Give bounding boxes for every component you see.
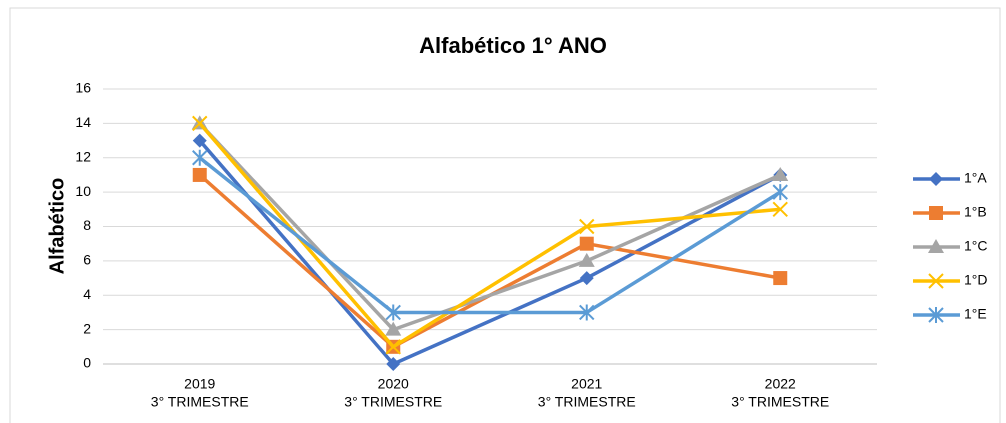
marker (578, 252, 595, 267)
x-tick-label: 2022 (765, 376, 796, 392)
marker (772, 166, 789, 181)
marker (928, 273, 944, 289)
x-tick-label: 2020 (378, 376, 409, 392)
y-axis-label: Alfabético (46, 178, 68, 275)
marker (928, 239, 944, 253)
x-tick-label: 3° TRIMESTRE (344, 394, 442, 410)
marker (579, 218, 595, 235)
marker (928, 307, 944, 323)
y-tick-label: 12 (75, 148, 91, 164)
marker (192, 149, 208, 166)
x-tick-label: 3° TRIMESTRE (731, 394, 829, 410)
series-line (198, 156, 782, 315)
marker (386, 357, 401, 371)
marker (929, 206, 943, 220)
legend-label: 1°C (964, 238, 988, 254)
y-tick-label: 6 (83, 252, 91, 268)
y-tick-label: 8 (83, 217, 91, 233)
legend-label: 1°D (964, 272, 988, 288)
marker (579, 304, 595, 321)
x-tick-label: 3° TRIMESTRE (538, 394, 636, 410)
y-tick-label: 14 (75, 114, 91, 130)
marker (192, 167, 207, 182)
y-tick-label: 10 (75, 183, 91, 199)
marker (192, 115, 208, 132)
y-tick-label: 16 (75, 80, 91, 96)
x-tick-label: 3° TRIMESTRE (151, 394, 249, 410)
marker (192, 133, 207, 148)
marker (385, 321, 402, 336)
marker (772, 184, 788, 201)
marker (579, 271, 594, 286)
marker (385, 304, 401, 321)
legend-label: 1°E (964, 306, 987, 322)
x-tick-label: 2019 (184, 376, 215, 392)
legend-label: 1°A (964, 170, 987, 186)
series-line (198, 139, 782, 366)
marker (773, 271, 788, 286)
marker (579, 236, 594, 251)
marker (772, 201, 788, 218)
marker (385, 339, 401, 355)
x-tick-label: 2021 (571, 376, 602, 392)
y-tick-label: 4 (83, 286, 91, 302)
legend-label: 1°B (964, 204, 987, 220)
chart-title: Alfabético 1° ANO (419, 33, 607, 58)
chart-frame (9, 7, 1001, 423)
marker (929, 172, 943, 186)
y-tick-label: 2 (83, 320, 91, 336)
y-tick-label: 0 (83, 355, 91, 371)
